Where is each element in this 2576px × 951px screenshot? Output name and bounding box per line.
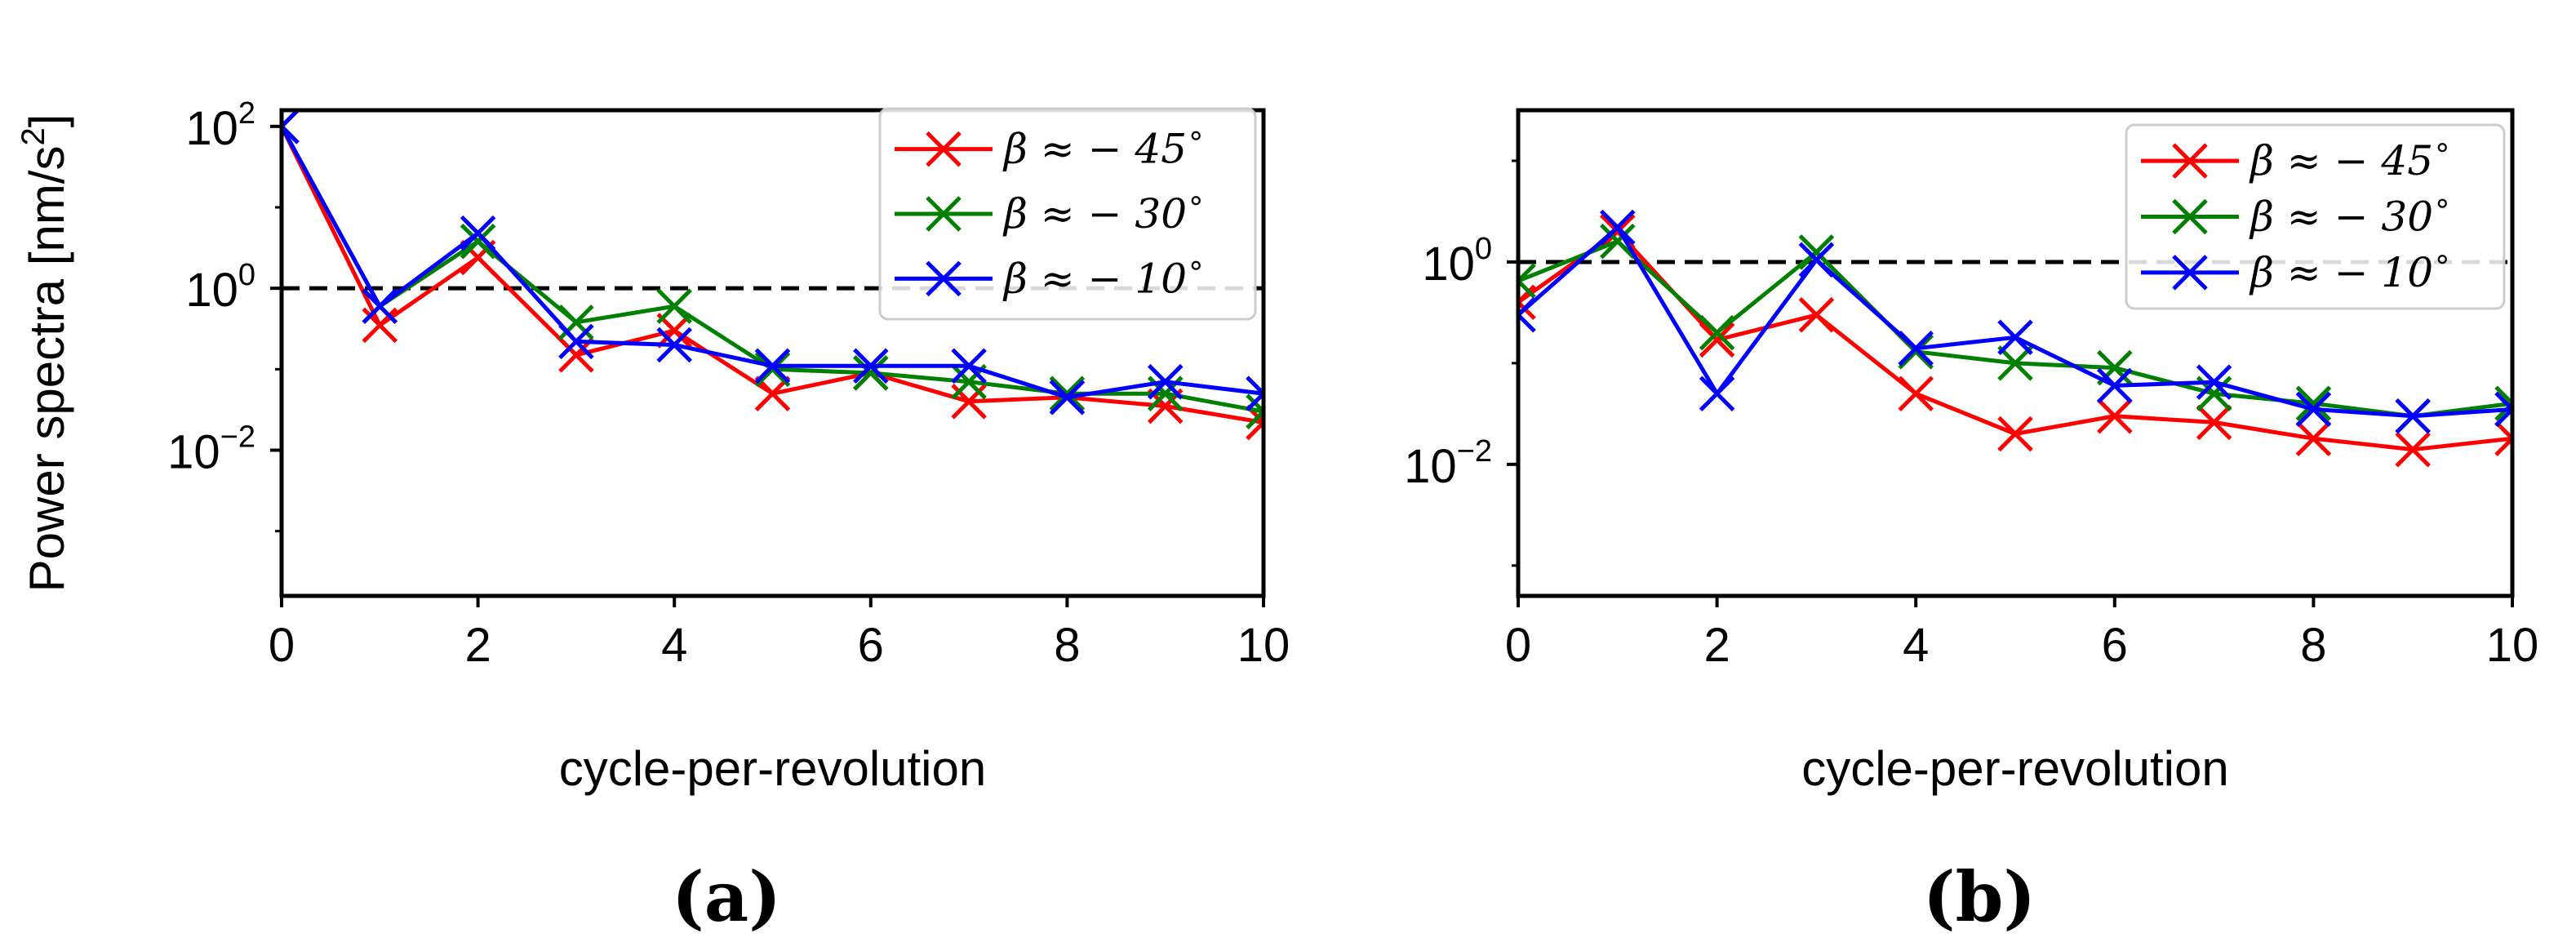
legend-marker bbox=[926, 131, 962, 167]
x-axis-label: cycle-per-revolution bbox=[559, 741, 987, 796]
x-tick-label: 8 bbox=[1054, 619, 1080, 672]
data-point bbox=[2295, 420, 2332, 456]
data-point bbox=[656, 327, 692, 363]
data-point bbox=[754, 351, 791, 388]
data-point bbox=[282, 110, 300, 144]
data-point bbox=[2395, 398, 2431, 434]
data-point bbox=[1147, 363, 1184, 400]
legend-frame bbox=[2125, 123, 2506, 310]
data-point bbox=[1997, 345, 2033, 381]
y-tick-label: 100 bbox=[1422, 232, 1492, 291]
data-point bbox=[1898, 376, 1934, 411]
data-point bbox=[2295, 391, 2332, 428]
legend-label: β ≈ − 45∘ bbox=[1002, 119, 1206, 173]
legend-item: β ≈ − 30∘ bbox=[2141, 187, 2452, 241]
data-point bbox=[1246, 393, 1264, 429]
chart-panel-a: 0 2 4 6 8 10 102 100 10−2 cycle-per-revolution Pow… bbox=[16, 96, 1290, 937]
x-tick-label: 2 bbox=[1703, 619, 1730, 672]
data-point bbox=[1997, 416, 2033, 452]
series-3 bbox=[282, 110, 1264, 416]
data-point bbox=[460, 215, 496, 251]
legend-marker bbox=[926, 196, 962, 232]
legend-marker bbox=[926, 260, 962, 297]
data-point bbox=[1798, 234, 1835, 270]
data-point bbox=[558, 323, 594, 360]
data-point bbox=[1600, 209, 1636, 246]
y-axis-label: Power spectra [nm/s2] bbox=[16, 114, 74, 593]
data-point bbox=[2494, 385, 2512, 421]
legend: β ≈ − 45∘ β ≈ − 30∘ β ≈ − 10∘ bbox=[878, 107, 1257, 321]
x-tick-label: 10 bbox=[2486, 619, 2539, 672]
data-point bbox=[656, 288, 692, 324]
data-point bbox=[362, 288, 398, 324]
y-tick-label: 10−2 bbox=[1404, 434, 1492, 493]
legend-label: β ≈ − 30∘ bbox=[2249, 187, 2452, 241]
data-point bbox=[1699, 314, 1735, 351]
legend-item: β ≈ − 45∘ bbox=[895, 119, 1206, 173]
legend-marker bbox=[2172, 198, 2208, 235]
data-point bbox=[1699, 322, 1735, 358]
data-point bbox=[2196, 404, 2232, 441]
data-point bbox=[558, 337, 594, 373]
axes-frame bbox=[279, 108, 1266, 598]
series-2 bbox=[1518, 223, 2512, 434]
x-axis-label: cycle-per-revolution bbox=[1801, 741, 2229, 796]
legend-marker bbox=[2172, 143, 2208, 179]
x-tick-label: 0 bbox=[1505, 619, 1531, 672]
data-point bbox=[1798, 242, 1835, 278]
legend: β ≈ − 45∘β ≈ − 30∘β ≈ − 10∘ bbox=[2125, 123, 2506, 310]
data-point bbox=[2196, 364, 2232, 400]
legend-item: β ≈ − 10∘ bbox=[2141, 242, 2452, 296]
data-point bbox=[1997, 319, 2033, 356]
axes-frame bbox=[1516, 108, 2515, 598]
y-tick-label: 100 bbox=[185, 258, 255, 317]
legend-label: β ≈ − 30∘ bbox=[1002, 184, 1206, 238]
data-point bbox=[1049, 379, 1086, 416]
x-tick-label: 6 bbox=[2102, 619, 2128, 672]
data-point bbox=[2395, 431, 2431, 468]
x-tick-label: 4 bbox=[661, 619, 687, 672]
x-tick-label: 2 bbox=[464, 619, 491, 672]
series-3 bbox=[1518, 209, 2512, 434]
data-point bbox=[2097, 367, 2133, 404]
data-point bbox=[2097, 398, 2133, 434]
legend-marker bbox=[2172, 255, 2208, 291]
y-tick-label: 102 bbox=[185, 96, 255, 155]
x-tick-label: 6 bbox=[858, 619, 884, 672]
x-tick-label: 4 bbox=[1903, 619, 1929, 672]
data-point bbox=[853, 355, 889, 391]
x-tick-label: 0 bbox=[269, 619, 295, 672]
data-point bbox=[1518, 263, 1536, 299]
panel-label: (b) bbox=[1923, 856, 2036, 937]
data-point bbox=[1600, 223, 1636, 260]
legend-item: β ≈ − 45∘ bbox=[2141, 131, 2452, 184]
data-point bbox=[2494, 420, 2512, 456]
x-tick-label: 10 bbox=[1237, 619, 1290, 672]
data-point bbox=[460, 223, 496, 260]
data-point bbox=[2494, 391, 2512, 428]
data-point bbox=[362, 307, 398, 344]
legend-label: β ≈ − 45∘ bbox=[2249, 131, 2452, 184]
legend-frame bbox=[878, 107, 1257, 321]
data-point bbox=[853, 348, 889, 384]
data-point bbox=[951, 348, 987, 384]
legend-label: β ≈ − 10∘ bbox=[2249, 242, 2452, 296]
legend-label: β ≈ − 10∘ bbox=[1002, 248, 1206, 302]
data-point bbox=[1898, 331, 1934, 367]
y-tick-label: 10−2 bbox=[167, 420, 255, 479]
chart-panel-b: 0 2 4 6 8 10 100 10−2 cycle-per-revolution (b) β ≈… bbox=[1404, 108, 2539, 937]
legend-item: β ≈ − 30∘ bbox=[895, 184, 1206, 238]
data-point bbox=[1049, 376, 1086, 411]
data-point bbox=[2295, 385, 2332, 421]
data-point bbox=[1246, 376, 1264, 411]
data-point bbox=[1518, 296, 1536, 333]
data-point bbox=[1798, 296, 1835, 333]
data-point bbox=[754, 348, 791, 384]
data-point bbox=[1699, 376, 1735, 411]
panel-label: (a) bbox=[672, 856, 781, 937]
x-tick-label: 8 bbox=[2300, 619, 2326, 672]
legend-item: β ≈ − 10∘ bbox=[895, 248, 1206, 302]
